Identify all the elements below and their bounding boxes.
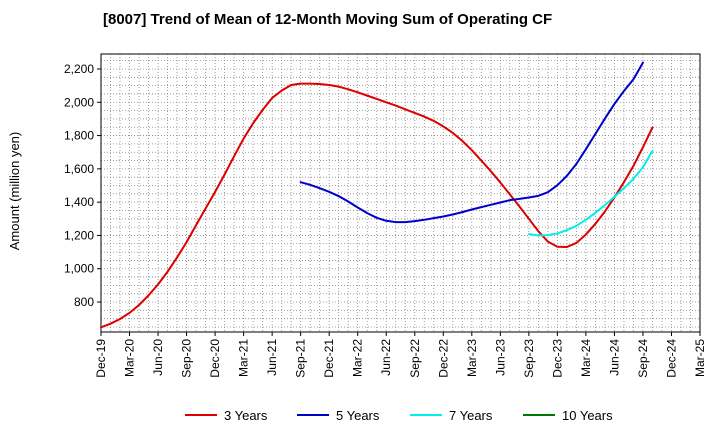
x-tick-label: Mar-22: [351, 339, 365, 377]
legend: 3 Years 5 Years 7 Years 10 Years: [185, 408, 613, 423]
x-tick-label: Dec-21: [322, 339, 336, 378]
x-tick-label: Mar-20: [123, 339, 137, 377]
plot-frame: [100, 53, 701, 333]
x-tick-label: Jun-20: [151, 339, 165, 376]
x-tick-label: Sep-23: [522, 339, 536, 378]
y-tick-label: 2,000: [64, 95, 94, 109]
x-tick-label: Dec-22: [436, 339, 450, 378]
y-tick-label: 1,600: [64, 162, 94, 176]
y-tick-label: 800: [74, 295, 94, 309]
x-tick-label: Jun-21: [265, 339, 279, 376]
y-tick-label: 1,000: [64, 262, 94, 276]
series-line-3-years: [100, 82, 654, 329]
y-tick-label: 2,200: [64, 62, 94, 76]
y-tick-label: 1,200: [64, 228, 94, 242]
y-tick-label: 1,800: [64, 129, 94, 143]
x-tick-label: Dec-24: [664, 339, 678, 378]
x-tick-label: Sep-24: [636, 339, 650, 378]
axes: 800 1,000 1,200 1,400 1,600 1,800 2,000 2,200 De…: [64, 53, 707, 378]
legend-label: 7 Years: [449, 408, 493, 423]
x-tick-label: Mar-23: [465, 339, 479, 377]
x-tick-label: Mar-21: [237, 339, 251, 377]
x-tick-label: Dec-20: [208, 339, 222, 378]
y-axis-label: Amount (million yen): [7, 132, 22, 251]
chart-title: [8007] Trend of Mean of 12-Month Moving …: [103, 11, 552, 28]
legend-label: 10 Years: [562, 408, 613, 423]
x-tick-label: Jun-22: [379, 339, 393, 376]
y-tick-label: 1,400: [64, 195, 94, 209]
x-tick-label: Mar-25: [693, 339, 707, 377]
x-tick-label: Jun-23: [493, 339, 507, 376]
x-tick-label: Sep-20: [180, 339, 194, 378]
grid: [101, 54, 700, 332]
legend-label: 5 Years: [336, 408, 380, 423]
series-line-7-years: [527, 149, 654, 237]
x-tick-label: Sep-21: [294, 339, 308, 378]
series-line-5-years: [299, 61, 644, 224]
x-tick-label: Mar-24: [579, 339, 593, 377]
x-tick-label: Jun-24: [607, 339, 621, 376]
x-tick-label: Dec-19: [94, 339, 108, 378]
series: [100, 61, 654, 329]
x-tick-label: Dec-23: [550, 339, 564, 378]
legend-label: 3 Years: [224, 408, 268, 423]
x-tick-label: Sep-22: [408, 339, 422, 378]
